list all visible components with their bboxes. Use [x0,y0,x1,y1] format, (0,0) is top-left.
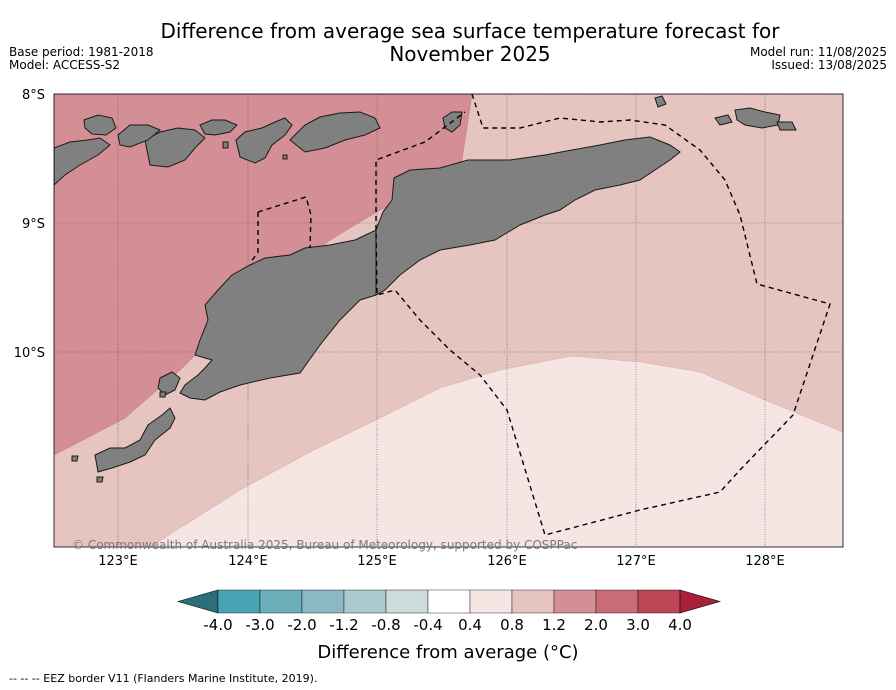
rote-island [94,407,176,473]
timor-island [179,136,681,401]
lat-label-10s: 10°S [14,346,45,361]
colorbar [176,589,722,614]
colorbar-tick-label: 4.0 [668,616,692,634]
lon-label-123e: 123°E [98,554,138,569]
colorbar-tick-label: -0.8 [371,616,401,634]
colorbar-tick-label: 0.4 [458,616,482,634]
colorbar-tick-label: 0.8 [500,616,524,634]
small-island-mid [159,391,167,398]
eez-footnote: -- -- -- EEZ border V11 (Flanders Marine… [9,672,318,685]
colorbar-extend-high [679,589,722,614]
colorbar-tick-label: 2.0 [584,616,608,634]
meta-left: Base period: 1981-2018 Model: ACCESS-S2 [9,46,154,72]
small-island-north [222,141,229,149]
small-island-north2 [282,154,288,160]
solor-island [83,114,117,136]
lon-label-124e: 124°E [228,554,268,569]
meta-right: Model run: 11/08/2025 Issued: 13/08/2025 [750,46,887,72]
colorbar-segment [637,589,681,614]
colorbar-segment [427,589,471,614]
map-frame [53,93,844,548]
adonara-island [117,124,161,148]
wetar-island [289,111,381,153]
alor-island [235,117,293,164]
colorbar-segment [595,589,639,614]
colorbar-tick-label: -1.2 [329,616,359,634]
colorbar-segment [217,589,261,614]
semau-island [157,371,181,396]
map-title: Difference from average sea surface temp… [90,20,850,66]
land [54,95,797,483]
colorbar-title: Difference from average (°C) [317,642,579,663]
model-name: Model: ACCESS-S2 [9,58,121,72]
small-island-sw [96,476,104,483]
colorbar-segment [385,589,429,614]
lat-label-8s: 8°S [22,88,45,103]
colorbar-segment [301,589,345,614]
colorbar-segment [511,589,555,614]
flores-east [54,137,111,186]
kisar-island [654,95,667,108]
lembata-island [144,127,206,168]
title-line-2: November 2025 [389,42,551,66]
lon-label-127e: 127°E [616,554,656,569]
lat-label-9s: 9°S [22,217,45,232]
colorbar-tick-label: -3.0 [245,616,275,634]
colorbar-segment [553,589,597,614]
base-period: Base period: 1981-2018 [9,45,154,59]
lon-label-128e: 128°E [745,554,785,569]
leti-island [714,114,733,126]
colorbar-tick-label: -0.4 [413,616,443,634]
colorbar-tick-label: 3.0 [626,616,650,634]
colorbar-segment [469,589,513,614]
colorbar-tick-label: -2.0 [287,616,317,634]
copyright-text: © Commonwealth of Australia 2025, Bureau… [72,538,577,552]
colorbar-extend-low [176,589,219,614]
model-run: Model run: 11/08/2025 [749,45,887,59]
issued-date: Issued: 13/08/2025 [771,58,887,72]
title-line-1: Difference from average sea surface temp… [160,19,780,43]
lon-label-125e: 125°E [357,554,397,569]
ndao-island [71,455,79,462]
colorbar-segment [259,589,303,614]
pantar-island [199,119,238,136]
colorbar-tick-label: -4.0 [203,616,233,634]
anomaly-zone-0-4-0-8 [149,355,843,547]
colorbar-tick-label: 1.2 [542,616,566,634]
moa-island [776,121,797,131]
lon-label-126e: 126°E [487,554,527,569]
eez-border [250,94,831,536]
colorbar-segment [343,589,387,614]
